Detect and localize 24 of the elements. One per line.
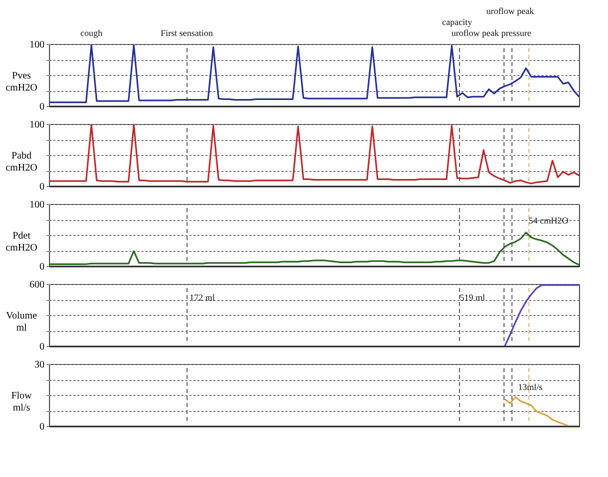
y-tick-label: 0 — [40, 422, 44, 432]
y-tick-label: 100 — [30, 120, 44, 130]
annotation: 519 ml — [460, 292, 486, 303]
y-tick-label: 0 — [40, 342, 44, 352]
text: capacity — [442, 17, 473, 27]
text: uroflow peak — [486, 6, 534, 16]
y-axis-title: Flow ml/s — [11, 390, 33, 414]
annotation: 54 cmH2O — [528, 216, 569, 226]
y-tick-label: 100 — [30, 40, 44, 50]
text: First sensation — [160, 28, 214, 38]
y-axis-title: Pabd cmH2O — [6, 150, 38, 174]
y-tick-label: 600 — [30, 280, 44, 290]
y-axis-title: Volume ml — [6, 310, 38, 334]
text: uroflow peak pressure — [451, 28, 532, 38]
annotation: 13ml/s — [518, 382, 544, 392]
annotation: 172 ml — [189, 292, 216, 303]
text: cough — [80, 28, 103, 38]
y-tick-label: 30 — [34, 360, 44, 370]
y-axis-title: Pdet cmH2O — [6, 230, 38, 254]
y-tick-label: 0 — [40, 182, 44, 192]
y-tick-label: 0 — [40, 102, 44, 112]
y-axis-title: Pves cmH2O — [6, 70, 38, 94]
y-tick-label: 0 — [40, 262, 44, 272]
y-tick-label: 100 — [30, 200, 44, 210]
